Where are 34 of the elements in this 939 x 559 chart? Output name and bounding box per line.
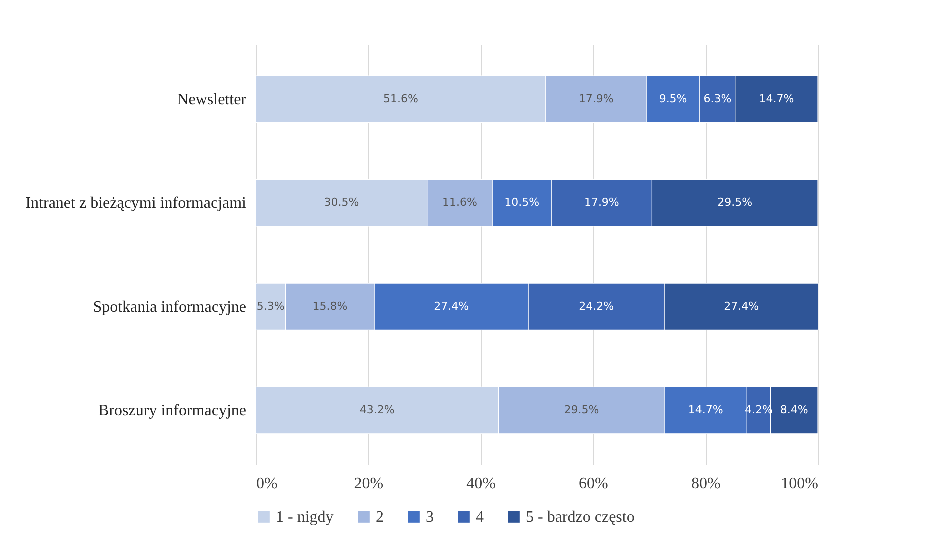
legend-label: 5 - bardzo często [526,509,635,526]
x-tick-label: 80% [691,476,721,492]
x-tick-label: 40% [466,476,496,492]
data-label: 29.5% [718,196,753,210]
data-label: 6.3% [704,92,732,106]
data-label: 5.3% [256,300,285,313]
data-label: 24.2% [579,300,614,313]
data-label: 51.6% [384,92,418,106]
data-label: 11.6% [442,196,478,210]
data-label: 17.9% [578,92,614,106]
y-tick-label: Intranet z bieżącymi informacjami [26,195,248,212]
data-label: 43.2% [360,404,395,417]
data-label: 10.5% [504,196,540,210]
data-label: 14.7% [688,404,724,417]
data-label: 17.9% [584,196,620,210]
data-label: 27.4% [434,300,470,313]
legend-label: 2 [376,509,384,526]
x-tick-label: 20% [354,476,384,492]
data-label: 15.8% [312,300,348,313]
y-tick-label: Broszury informacyjne [98,402,246,420]
legend-label: 3 [426,509,434,526]
y-tick-label: Spotkania informacyjne [93,298,246,316]
data-label: 30.5% [324,196,360,210]
data-label: 8.4% [780,404,808,417]
legend-label: 4 [476,509,484,526]
x-tick-label: 60% [579,476,608,492]
data-label: 29.5% [564,404,600,417]
data-label: 27.4% [724,300,760,313]
x-tick-label: 100% [781,476,818,492]
y-tick-label: Newsletter [177,91,248,108]
data-label: 9.5% [659,92,688,106]
x-tick-label: 0% [256,476,278,492]
legend-label: 1 - nigdy [276,509,334,526]
data-label: 14.7% [759,92,794,106]
